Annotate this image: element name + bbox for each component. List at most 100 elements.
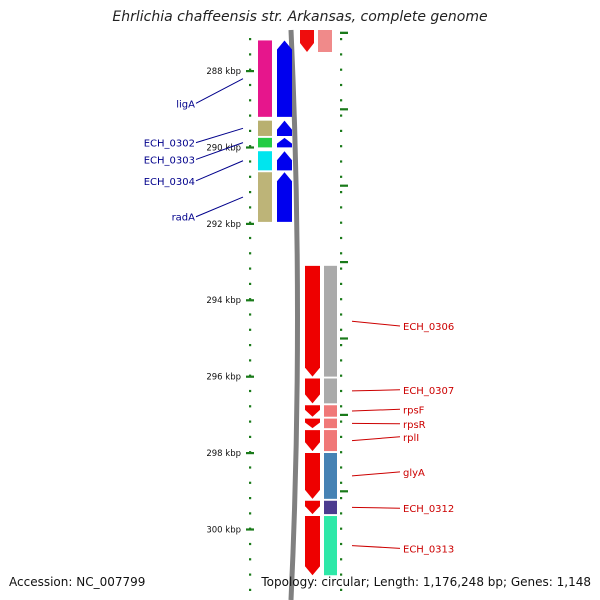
gene-label-ech-0307: ECH_0307 [403,386,454,397]
gene-arrow-ech-0312 [305,500,320,515]
gene-label-rpli: rplI [403,433,419,444]
ruler-dot-right [340,512,343,515]
gene-arrow-upstream [300,30,314,52]
ruler-dot-left [249,282,252,285]
ruler-dot-left [249,481,252,484]
gene-arrow-rpli [305,430,320,452]
cog-bar-ech-0306 [324,265,337,377]
ruler-dot-left [249,175,252,178]
ruler-dot-right [340,374,343,377]
ruler-dot-left [249,191,252,194]
ruler-dot-left [249,420,252,423]
ruler-dot-left [249,389,252,393]
ruler-dot-right [340,466,343,469]
ruler-dot-left [249,68,252,71]
ruler-dot-left [249,99,252,102]
ruler-dot-right [340,38,343,41]
ruler-dot-right [340,481,343,484]
ruler-dot-left [249,267,252,270]
ruler-dot-right [340,175,343,178]
gene-label-ech-0304: ECH_0304 [144,177,195,188]
genome-backbone [288,29,300,600]
ruler-dot-right [340,328,343,331]
ruler-dot-right [340,573,343,576]
ruler-dot-right [340,542,343,546]
ruler-major-tick-right [340,31,348,34]
ruler-dot-left [249,313,252,316]
ruler-dot-right [340,252,343,255]
cog-bar-ech-0304 [258,151,272,171]
ruler-dot-right [340,558,343,561]
ruler-major-tick-left [246,222,254,225]
ruler-dot-left [249,160,252,163]
ruler-dot-left [249,344,252,347]
gene-leader-ech-0306 [351,320,401,327]
ruler-dot-left [249,114,252,117]
ruler-dot-right [340,435,343,438]
cog-bar-rpsr [324,418,337,429]
ruler-dot-right [340,145,343,148]
ruler-dot-right [340,68,343,71]
gene-label-rada: radA [172,213,196,224]
gene-arrow-ech-0302 [277,120,292,136]
gene-leader-ech-0302 [195,127,244,144]
cog-bar-upstream [318,30,332,52]
cog-bar-ech-0303 [258,137,272,148]
ruler-major-tick-right [340,337,348,340]
ruler-major-tick-right [340,261,348,264]
ruler-major-tick-left [246,146,254,149]
cog-bar-ech-0307 [324,378,337,404]
ruler-major-tick-right [340,108,348,111]
gene-arrow-rpsr [305,418,320,429]
gene-leader-ech-0304 [195,160,244,182]
cog-bar-rpsf [324,405,337,417]
ruler-dot-left [249,359,252,362]
cog-bar-rpli [324,430,337,452]
ruler-dot-right [340,497,343,500]
gene-arrow-rada [277,172,292,222]
ruler-dot-left [249,129,252,132]
gene-leader-glya [351,471,401,477]
cog-bar-glya [324,453,337,499]
ruler-dot-left [249,328,252,331]
cog-bar-liga [258,40,272,117]
ruler-dot-right [340,527,343,530]
gene-label-glya: glyA [403,468,425,479]
ruler-tick-label: 292 kbp [206,220,241,230]
ruler-dot-right [340,267,343,270]
ruler-dot-right [340,221,343,224]
ruler-major-tick-left [246,528,254,531]
ruler-tick-label: 294 kbp [206,296,241,306]
gene-leader-rpli [351,436,401,442]
ruler-major-tick-right [340,184,348,187]
ruler-dot-left [249,38,252,41]
gene-label-ech-0303: ECH_0303 [144,155,195,166]
ruler-dot-right [340,114,343,117]
gene-arrow-ech-0307 [305,378,320,404]
gene-arrow-ech-0306 [305,265,320,377]
ruler-major-tick-right [340,413,348,416]
gene-arrow-glya [305,453,320,499]
ruler-dot-right [340,405,343,408]
ruler-tick-label: 296 kbp [206,373,241,383]
gene-label-rpsr: rpsR [403,420,426,431]
ruler-major-tick-left [246,375,254,378]
ruler-dot-left [249,588,252,591]
ruler-dot-right [340,588,343,591]
ruler-major-tick-left [246,70,254,73]
ruler-dot-left [249,53,252,56]
gene-leader-ech-0303 [195,142,244,160]
gene-leader-liga [195,78,244,104]
cog-bar-ech-0312 [324,500,337,515]
ruler-dot-right [340,160,343,163]
accession-text: Accession: NC_007799 [9,575,146,589]
ruler-dot-right [340,282,343,285]
ruler-tick-label: 298 kbp [206,449,241,459]
gene-leader-ech-0307 [351,389,401,392]
ruler-major-tick-right [340,490,348,493]
gene-label-liga: ligA [176,99,195,110]
ruler-dot-left [249,573,252,576]
ruler-dot-right [340,83,343,87]
